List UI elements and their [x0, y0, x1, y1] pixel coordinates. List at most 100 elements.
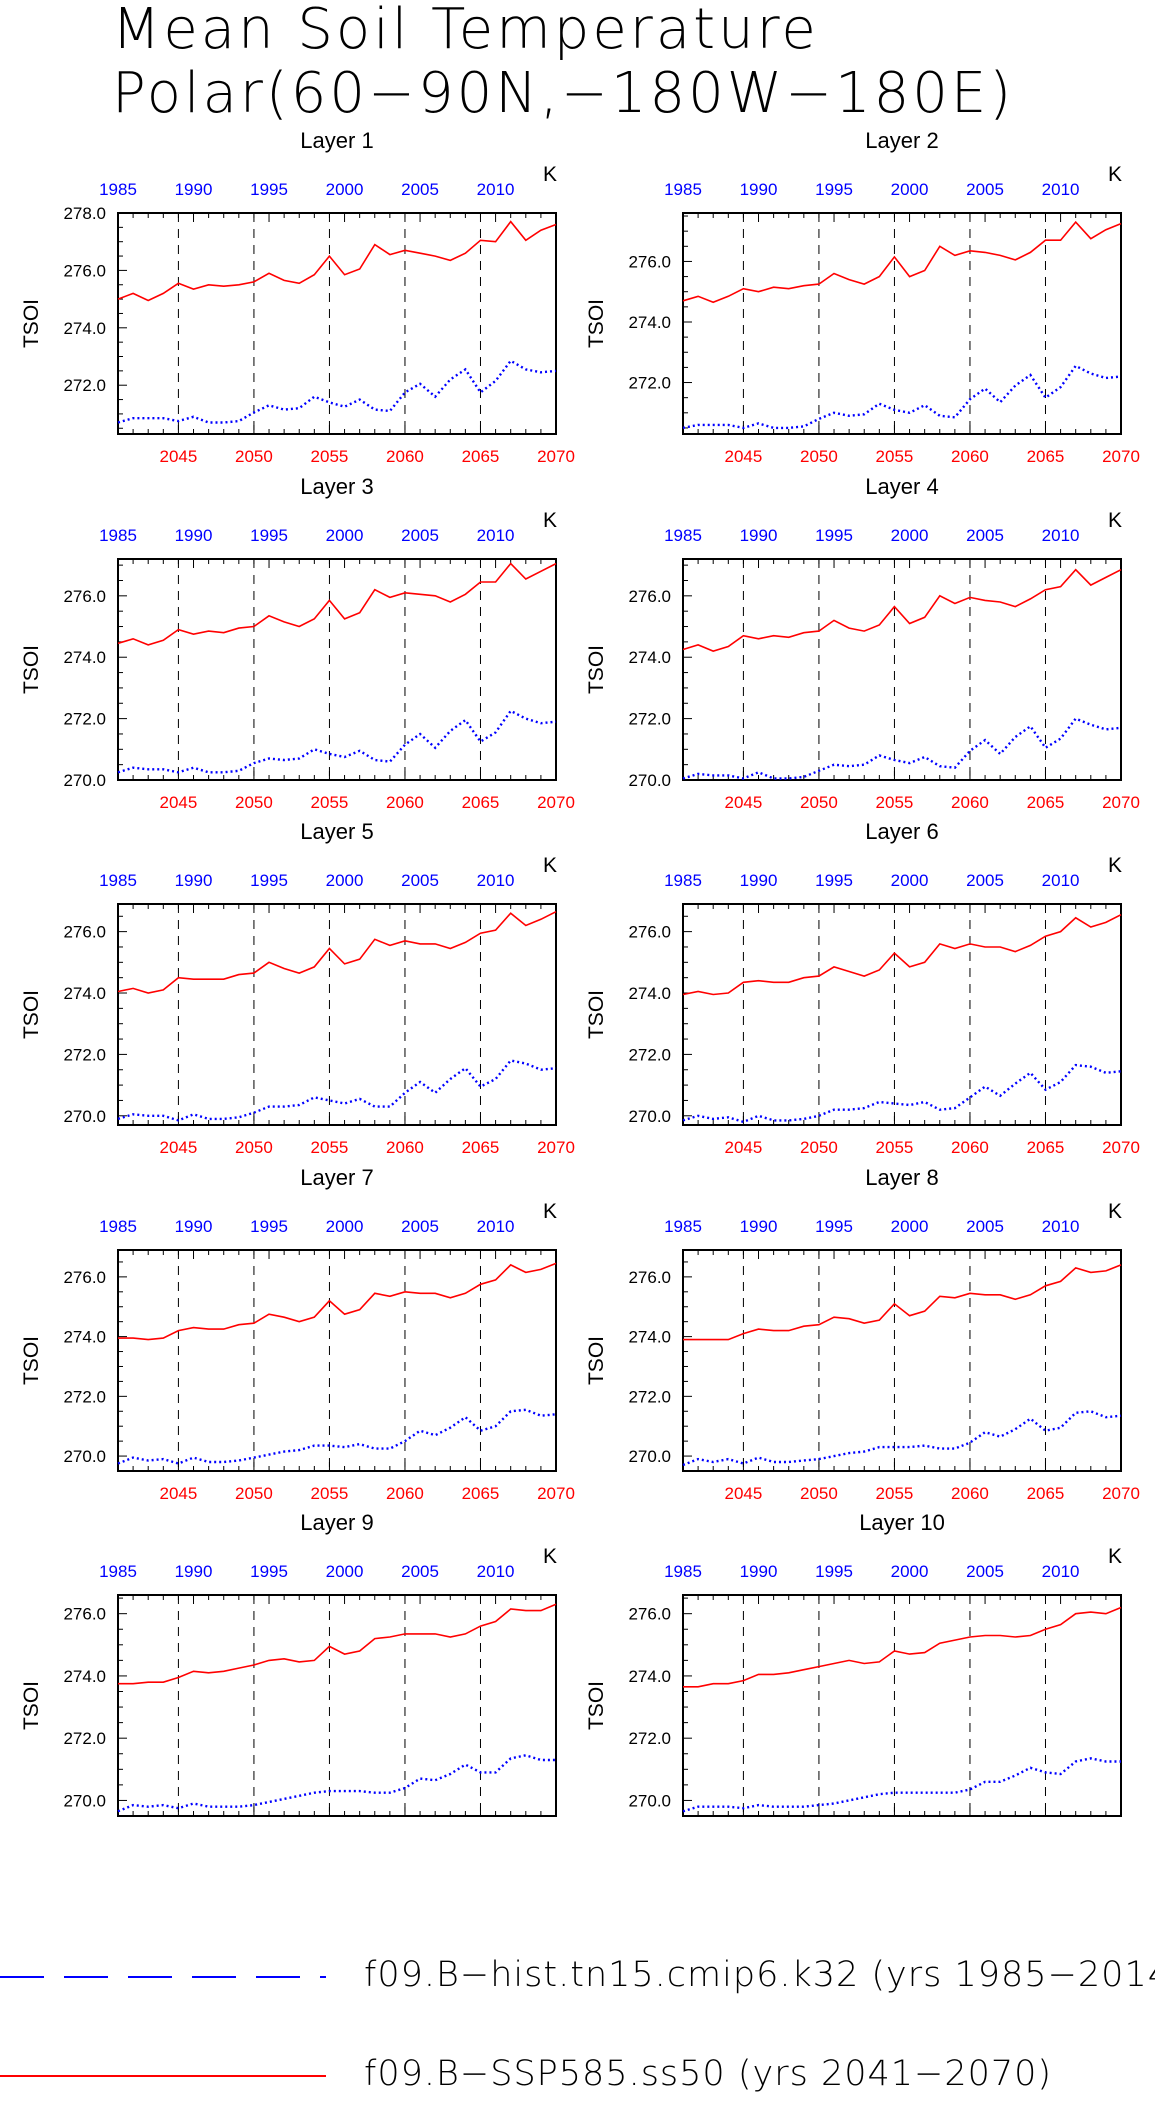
panel-4-y-tick-label-274.0: 274.0 [628, 648, 671, 667]
panel-10-series-ssp585 [683, 1606, 1122, 1688]
legend-label-historical: f09.B−hist.tn15.cmip6.k32 (yrs 1985−2014… [364, 1955, 1155, 1995]
panel-3-y-tick-label-270.0: 270.0 [63, 771, 106, 790]
panel-8-y-axis-label: TSOI [585, 1336, 608, 1385]
panel-4-x-bottom-label-2065: 2065 [1027, 793, 1065, 812]
panel-2-frame [682, 212, 1122, 435]
panel-1-x-top-label-2000: 2000 [326, 180, 364, 199]
panel-6-y-axis-label: TSOI [585, 990, 608, 1039]
panel-2-x-top-label-1995: 1995 [815, 180, 853, 199]
panel-10-x-top-label-1995: 1995 [815, 1562, 853, 1581]
panel-1-y-tick-label-274.0: 274.0 [63, 319, 106, 338]
panel-6-units-label: K [1108, 854, 1122, 877]
panel-1-x-top-label-2010: 2010 [477, 180, 515, 199]
legend-entry-ssp585: f09.B−SSP585.ss50 (yrs 2041−2070) [0, 2050, 1155, 2110]
panel-7-y-tick-label-274.0: 274.0 [63, 1328, 106, 1347]
panel-10-y-tick-label-274.0: 274.0 [628, 1667, 671, 1686]
panel-9-y-tick-label-270.0: 270.0 [63, 1791, 106, 1810]
panel-8-series-ssp585 [683, 1264, 1122, 1341]
panel-9-x-top-label-2000: 2000 [326, 1562, 364, 1581]
panel-10-x-top-label-2005: 2005 [966, 1562, 1004, 1581]
panel-7-series-historical [117, 1408, 557, 1465]
panel-3-y-tick-label-272.0: 272.0 [63, 710, 106, 729]
panel-3-y-tick-label-276.0: 276.0 [63, 587, 106, 606]
panel-6-x-bottom-label-2070: 2070 [1102, 1138, 1140, 1157]
panel-5-series-historical [117, 1059, 557, 1122]
panel-8-title: Layer 8 [865, 1165, 938, 1190]
panel-4-y-tick-label-272.0: 272.0 [628, 710, 671, 729]
panel-1-series-ssp585 [117, 220, 557, 302]
panel-7-title: Layer 7 [300, 1165, 373, 1190]
panel-10-series-historical [682, 1757, 1121, 1813]
panel-5-x-bottom-label-2045: 2045 [159, 1138, 197, 1157]
panel-6-x-bottom-label-2055: 2055 [876, 1138, 914, 1157]
panel-2-x-bottom-label-2060: 2060 [951, 447, 989, 466]
panel-1-x-top-label-1995: 1995 [250, 180, 288, 199]
panel-3-x-bottom-label-2050: 2050 [235, 793, 273, 812]
panel-4-x-top-label-2005: 2005 [966, 526, 1004, 545]
panel-9-y-axis-label: TSOI [20, 1681, 43, 1730]
panel-1-units-label: K [543, 163, 557, 186]
panel-10-y-tick-label-276.0: 276.0 [628, 1605, 671, 1624]
panel-2-x-bottom-label-2070: 2070 [1102, 447, 1140, 466]
panel-4-title: Layer 4 [865, 474, 938, 499]
panel-8-x-bottom-label-2050: 2050 [800, 1484, 838, 1503]
panel-9-y-tick-label-276.0: 276.0 [63, 1605, 106, 1624]
panel-5-frame [117, 903, 557, 1126]
panel-10-x-bottom-label-2065: 2065 [1027, 1829, 1065, 1830]
panel-5-x-bottom-label-2060: 2060 [386, 1138, 424, 1157]
panel-8-x-bottom-label-2045: 2045 [724, 1484, 762, 1503]
panel-5-x-top-label-1990: 1990 [175, 871, 213, 890]
panels-svg: Layer 1 K TSOI 2045 2050 2055 2060 2065 2070 1985… [20, 128, 1140, 1830]
panel-6-title: Layer 6 [865, 819, 938, 844]
panel-9-x-top-label-1990: 1990 [175, 1562, 213, 1581]
panel-10-y-tick-label-270.0: 270.0 [628, 1791, 671, 1810]
panel-9-y-tick-label-272.0: 272.0 [63, 1729, 106, 1748]
panel-2-series-ssp585 [682, 220, 1122, 304]
panel-4-x-top-label-2010: 2010 [1042, 526, 1080, 545]
panel-2-x-bottom-label-2050: 2050 [800, 447, 838, 466]
panel-3-x-top-label-2010: 2010 [477, 526, 515, 545]
panel-5-x-bottom-label-2070: 2070 [537, 1138, 575, 1157]
panel-9-x-bottom-label-2045: 2045 [159, 1829, 197, 1830]
panel-6-x-top-label-2010: 2010 [1042, 871, 1080, 890]
panel-9-x-bottom-label-2050: 2050 [235, 1829, 273, 1830]
panel-4-x-top-label-1985: 1985 [664, 526, 702, 545]
panel-3-x-top-label-2000: 2000 [326, 526, 364, 545]
panel-5-y-tick-label-274.0: 274.0 [63, 984, 106, 1003]
panel-6-y-tick-label-270.0: 270.0 [628, 1107, 671, 1126]
panel-5-series-ssp585 [117, 910, 557, 994]
panel-10-title: Layer 10 [859, 1510, 945, 1535]
panel-9-frame [117, 1594, 557, 1817]
panel-7-y-axis-label: TSOI [20, 1336, 43, 1385]
panel-10-x-top-label-2010: 2010 [1042, 1562, 1080, 1581]
panel-2-x-top-label-2005: 2005 [966, 180, 1004, 199]
panel-2-series-historical [682, 364, 1122, 430]
panel-9-series-ssp585 [118, 1603, 557, 1685]
panel-3-units-label: K [543, 509, 557, 532]
panel-4-series-ssp585 [682, 568, 1122, 652]
panel-10-frame [682, 1594, 1122, 1817]
panel-1-y-tick-label-278.0: 278.0 [63, 204, 106, 223]
panel-6-series-ssp585 [682, 913, 1122, 996]
panel-5-x-bottom-label-2055: 2055 [311, 1138, 349, 1157]
panel-3-title: Layer 3 [300, 474, 373, 499]
panel-1-x-top-label-2005: 2005 [401, 180, 439, 199]
panel-8-x-top-label-1995: 1995 [815, 1217, 853, 1236]
panel-5-x-top-label-1995: 1995 [250, 871, 288, 890]
panel-3-series-ssp585 [117, 562, 557, 646]
panel-7-frame [117, 1249, 557, 1472]
panel-6-y-tick-label-272.0: 272.0 [628, 1045, 671, 1064]
panel-8-x-top-label-1990: 1990 [740, 1217, 778, 1236]
panel-10-x-top-label-2000: 2000 [891, 1562, 929, 1581]
panel-7-x-bottom-label-2050: 2050 [235, 1484, 273, 1503]
panel-7-x-bottom-label-2065: 2065 [462, 1484, 500, 1503]
panel-3-x-bottom-label-2070: 2070 [537, 793, 575, 812]
panel-4-x-bottom-label-2070: 2070 [1102, 793, 1140, 812]
panel-8-x-top-label-2005: 2005 [966, 1217, 1004, 1236]
panel-5-x-top-label-2005: 2005 [401, 871, 439, 890]
panel-9-x-bottom-label-2055: 2055 [311, 1829, 349, 1830]
panel-1-y-tick-label-272.0: 272.0 [63, 376, 106, 395]
legend-line-ssp585 [0, 2075, 326, 2077]
panel-2-title: Layer 2 [865, 128, 938, 153]
panel-9-x-bottom-label-2065: 2065 [462, 1829, 500, 1830]
